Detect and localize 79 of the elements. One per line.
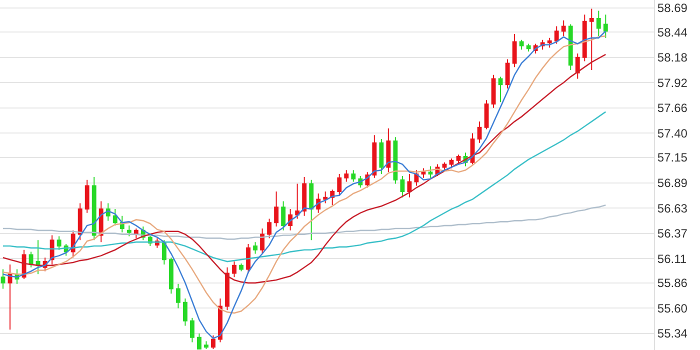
- candlestick: [547, 37, 552, 48]
- candlestick: [239, 262, 244, 272]
- y-tick-label: 56.11: [657, 252, 687, 266]
- y-tick-label: 55.86: [657, 276, 688, 290]
- y-tick-label: 55.60: [657, 301, 688, 316]
- candlestick: [84, 179, 90, 214]
- candlestick: [484, 100, 489, 130]
- candlestick: [211, 334, 216, 350]
- candlestick: [56, 236, 62, 250]
- candlestick: [337, 174, 342, 196]
- candlestick: [162, 240, 166, 265]
- candlestick: [596, 10, 601, 36]
- candlestick: [232, 261, 236, 278]
- candlestick: [182, 298, 188, 326]
- candlestick: [302, 176, 307, 216]
- candlestick: [204, 340, 208, 350]
- candlestick: [246, 244, 250, 274]
- candlestick: [78, 202, 82, 241]
- y-tick-label: 56.89: [657, 176, 688, 190]
- y-tick-label: 58.44: [657, 25, 688, 40]
- candlestick: [351, 170, 356, 182]
- candlestick: [176, 283, 180, 309]
- candlestick: [112, 208, 118, 226]
- candlestick: [498, 76, 503, 103]
- candlestick: [519, 39, 524, 50]
- candlestick: [36, 240, 40, 275]
- candlestick: [0, 268, 6, 290]
- y-tick-label: 55.34: [657, 326, 688, 341]
- candlestick: [92, 176, 96, 241]
- candlestick: [526, 43, 531, 52]
- candlestick: [393, 136, 398, 184]
- candlestick: [477, 121, 482, 144]
- candlestick: [575, 52, 580, 80]
- y-tick-label: 57.66: [657, 101, 688, 116]
- candlestick: [582, 14, 587, 62]
- candlestick: [603, 14, 608, 38]
- candlestick: [225, 266, 230, 311]
- y-tick-label: 58.69: [657, 0, 688, 15]
- candlestick: [456, 154, 461, 165]
- candlestick: [260, 228, 264, 254]
- candlestick: [344, 170, 349, 182]
- candlestick: [379, 138, 384, 175]
- line-series: [2, 204, 606, 240]
- candlestick: [512, 34, 517, 68]
- y-tick-label: 57.40: [657, 126, 688, 140]
- candlestick: [505, 58, 510, 89]
- candlestick: [197, 332, 202, 350]
- line-series: [2, 111, 606, 262]
- candlestick: [428, 166, 433, 178]
- candlestick: [554, 26, 559, 44]
- candlestick: [323, 191, 328, 204]
- candlestick: [168, 257, 174, 294]
- y-tick-label: 58.18: [657, 50, 688, 65]
- candlestick: [274, 191, 279, 228]
- candlestick: [281, 200, 286, 231]
- candlestick: [589, 8, 594, 70]
- candlestick: [8, 264, 12, 330]
- candlestick: [386, 128, 391, 173]
- y-tick-label: 57.92: [657, 76, 688, 90]
- candlestick: [421, 168, 426, 178]
- y-tick-label: 56.63: [657, 201, 688, 216]
- candlestick: [309, 179, 314, 241]
- candlestick: [295, 183, 300, 220]
- candlestick: [372, 134, 377, 178]
- y-tick-label: 56.37: [657, 226, 688, 241]
- candlestick: [253, 242, 258, 254]
- candlestick: [28, 251, 34, 268]
- candlestick: [400, 175, 405, 198]
- candlestick: [568, 24, 573, 70]
- y-tick-label: 57.15: [657, 150, 688, 165]
- candlestick: [407, 174, 412, 198]
- candlestick: [491, 74, 496, 108]
- candlestick: [126, 225, 132, 237]
- candlestick: [190, 317, 194, 343]
- candlestick: [267, 218, 272, 239]
- line-series: [2, 54, 606, 284]
- candlestick: [561, 20, 566, 36]
- candlestick: [414, 170, 419, 186]
- candlestick: [449, 158, 454, 169]
